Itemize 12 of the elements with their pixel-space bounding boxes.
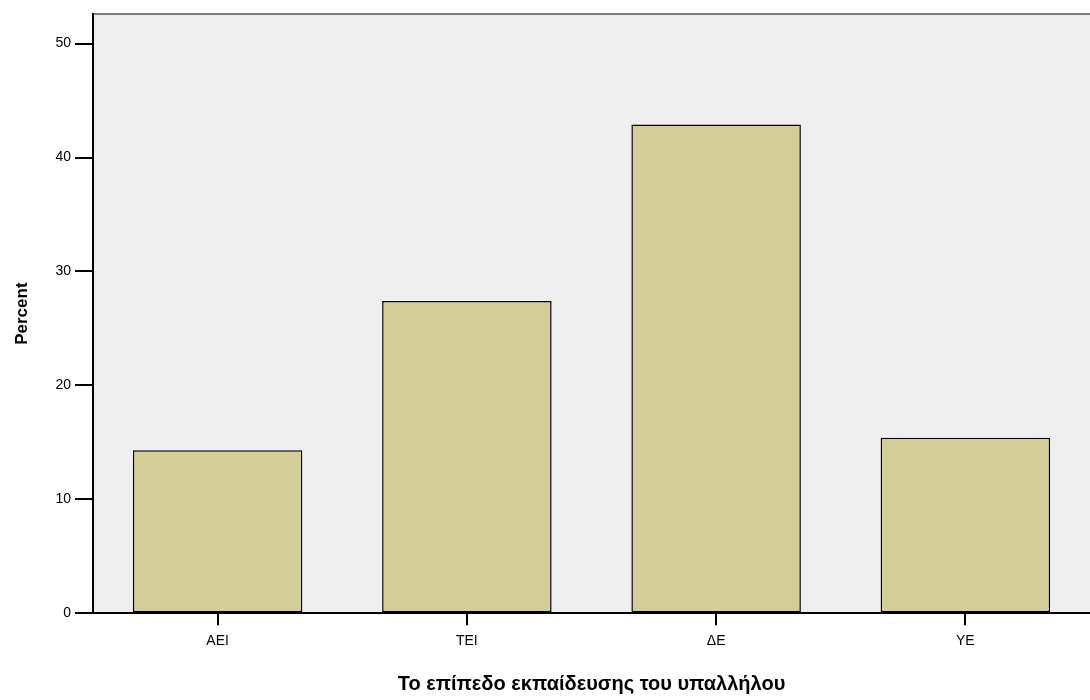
- y-tick-label: 20: [55, 376, 72, 393]
- y-tick-label: 50: [55, 34, 72, 51]
- x-tick-label: ΥΕ: [956, 632, 975, 649]
- x-tick-label: ΑΕΙ: [206, 632, 229, 649]
- y-tick-label: 0: [63, 604, 72, 621]
- y-tick-label: 40: [55, 148, 72, 165]
- y-tick-label: 30: [55, 262, 72, 279]
- x-tick-label: ΔΕ: [706, 632, 726, 649]
- x-tick-label: ΤΕΙ: [455, 632, 478, 649]
- y-axis-title: Percent: [11, 282, 31, 345]
- x-axis-title: Το επίπεδο εκπαίδευσης του υπαλλήλου: [397, 671, 786, 694]
- y-tick-label: 10: [55, 490, 72, 507]
